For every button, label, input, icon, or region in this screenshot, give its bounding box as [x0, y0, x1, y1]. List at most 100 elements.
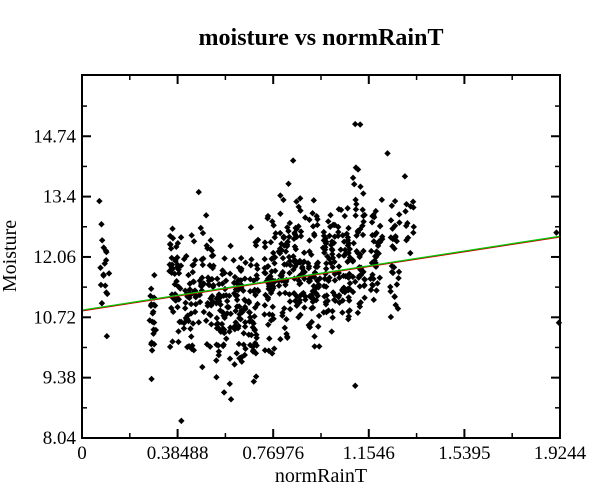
data-point — [199, 281, 207, 288]
data-point — [223, 297, 231, 305]
data-point — [182, 299, 189, 307]
data-point — [241, 351, 248, 359]
data-point — [242, 259, 249, 266]
data-point — [361, 281, 368, 289]
data-point — [279, 312, 286, 319]
data-point — [357, 183, 364, 190]
data-point — [226, 328, 233, 335]
data-point — [192, 301, 199, 308]
data-point — [329, 264, 336, 271]
data-point — [387, 283, 394, 291]
data-point — [187, 300, 195, 308]
data-point — [174, 240, 182, 247]
data-point — [326, 274, 333, 281]
data-point — [247, 262, 255, 269]
data-point — [372, 207, 379, 215]
data-point — [352, 206, 360, 213]
data-point — [279, 254, 287, 262]
data-point — [320, 237, 328, 244]
data-point — [311, 289, 319, 296]
data-point — [177, 234, 185, 241]
data-point — [238, 353, 246, 361]
data-point — [280, 234, 287, 242]
data-point — [241, 275, 249, 282]
data-point — [286, 257, 294, 265]
data-point — [233, 296, 241, 304]
data-point — [295, 223, 302, 230]
data-point — [232, 307, 239, 315]
data-point — [378, 196, 386, 204]
data-point — [320, 228, 328, 236]
data-point — [186, 286, 194, 293]
data-point — [169, 225, 176, 232]
data-point — [190, 238, 198, 245]
data-point — [248, 331, 255, 339]
data-point — [238, 307, 246, 314]
data-point — [304, 259, 312, 267]
data-point — [219, 267, 226, 274]
data-point — [354, 309, 362, 316]
data-point — [253, 262, 260, 269]
data-point — [252, 242, 260, 249]
data-point — [360, 190, 367, 197]
data-point — [175, 328, 182, 335]
data-point — [281, 242, 288, 249]
data-point — [340, 252, 348, 259]
data-point — [246, 309, 253, 316]
data-point — [215, 342, 222, 349]
data-point — [234, 324, 242, 332]
data-point — [281, 324, 289, 332]
data-point — [555, 319, 563, 326]
data-point — [247, 314, 254, 321]
data-point — [218, 320, 226, 328]
data-point — [296, 195, 304, 202]
data-point — [97, 264, 104, 271]
data-point — [345, 224, 352, 232]
data-point — [368, 247, 375, 255]
data-point — [253, 272, 260, 279]
data-point — [168, 304, 175, 312]
data-point — [276, 229, 284, 237]
data-point — [240, 341, 247, 348]
data-point — [252, 373, 260, 380]
data-point — [269, 218, 276, 225]
data-point — [168, 254, 175, 262]
data-point — [329, 250, 336, 258]
data-point — [291, 231, 299, 238]
data-point — [356, 283, 364, 290]
data-point — [220, 389, 228, 396]
data-point — [369, 271, 376, 278]
data-point — [224, 303, 231, 311]
data-point — [105, 270, 113, 277]
data-point — [190, 261, 197, 268]
data-point — [315, 284, 322, 291]
data-point — [103, 289, 110, 296]
data-point — [180, 325, 188, 332]
data-point — [352, 382, 359, 389]
data-point — [393, 238, 400, 245]
data-point — [278, 272, 285, 280]
data-point — [266, 335, 273, 342]
data-point — [188, 232, 195, 239]
data-point — [150, 330, 157, 337]
data-point — [297, 232, 305, 240]
data-point — [185, 271, 192, 279]
data-point — [275, 282, 283, 289]
data-point — [213, 300, 220, 307]
data-point — [309, 210, 316, 217]
data-point — [339, 232, 346, 239]
data-point — [352, 120, 359, 128]
data-point — [325, 307, 332, 314]
data-point — [246, 318, 253, 325]
data-point — [286, 233, 293, 241]
data-point — [265, 321, 272, 328]
x-tick-label: 1.1546 — [343, 443, 395, 464]
data-point — [313, 213, 320, 220]
data-point — [360, 247, 367, 255]
data-point — [187, 310, 195, 317]
data-point — [372, 253, 380, 261]
data-points — [96, 120, 563, 425]
data-point — [97, 281, 105, 289]
data-point — [267, 289, 275, 297]
data-point — [359, 231, 367, 239]
